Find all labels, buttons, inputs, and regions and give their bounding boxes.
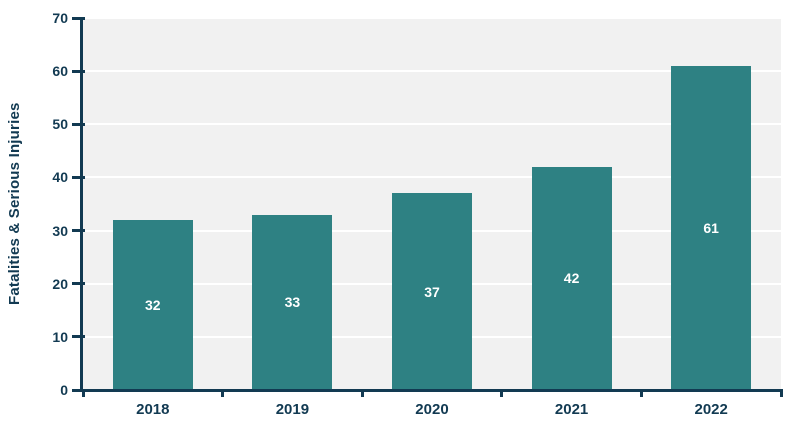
gridline (83, 17, 781, 19)
y-tick-mark (72, 282, 85, 286)
x-tick-label: 2018 (136, 401, 170, 418)
bar: 42 (531, 166, 612, 390)
y-tick-label: 30 (52, 222, 68, 239)
bar-value-label: 42 (563, 270, 580, 287)
y-tick-mark (72, 122, 85, 126)
bar: 33 (252, 214, 333, 390)
bar: 32 (112, 219, 193, 390)
y-tick-label: 20 (52, 275, 68, 292)
bar-value-label: 33 (284, 294, 301, 311)
x-tick-label: 2021 (554, 401, 589, 418)
y-tick-label: 10 (52, 328, 68, 345)
gridline (83, 176, 781, 179)
y-tick-label: 0 (60, 382, 68, 398)
bar-value-label: 37 (424, 283, 440, 300)
bar: 37 (392, 193, 472, 390)
bar-value-label: 32 (145, 296, 161, 313)
y-tick-mark (72, 16, 85, 20)
x-tick-label: 2019 (275, 401, 310, 418)
x-tick-label: 2020 (415, 401, 449, 418)
x-axis-line (72, 389, 781, 392)
y-tick-label: 70 (52, 10, 68, 26)
x-tick-mark (500, 389, 504, 397)
gridline (83, 123, 781, 126)
x-tick-mark (779, 389, 783, 397)
gridline (83, 70, 781, 73)
y-tick-label: 60 (52, 63, 68, 80)
x-tick-mark (639, 389, 643, 397)
y-tick-mark (72, 229, 85, 233)
x-tick-label: 2022 (694, 401, 728, 418)
y-tick-label: 50 (52, 116, 68, 133)
x-tick-mark (221, 389, 225, 397)
y-tick-mark (72, 69, 85, 73)
y-tick-mark (72, 175, 85, 179)
y-axis-line (80, 17, 83, 392)
y-tick-mark (72, 335, 85, 339)
bar-value-label: 61 (703, 219, 719, 236)
y-axis-title: Fatalities & Serious Injuries (6, 102, 23, 306)
x-tick-mark (81, 389, 85, 397)
y-tick-label: 40 (52, 169, 68, 186)
x-tick-mark (360, 389, 364, 397)
bar: 61 (671, 65, 752, 390)
